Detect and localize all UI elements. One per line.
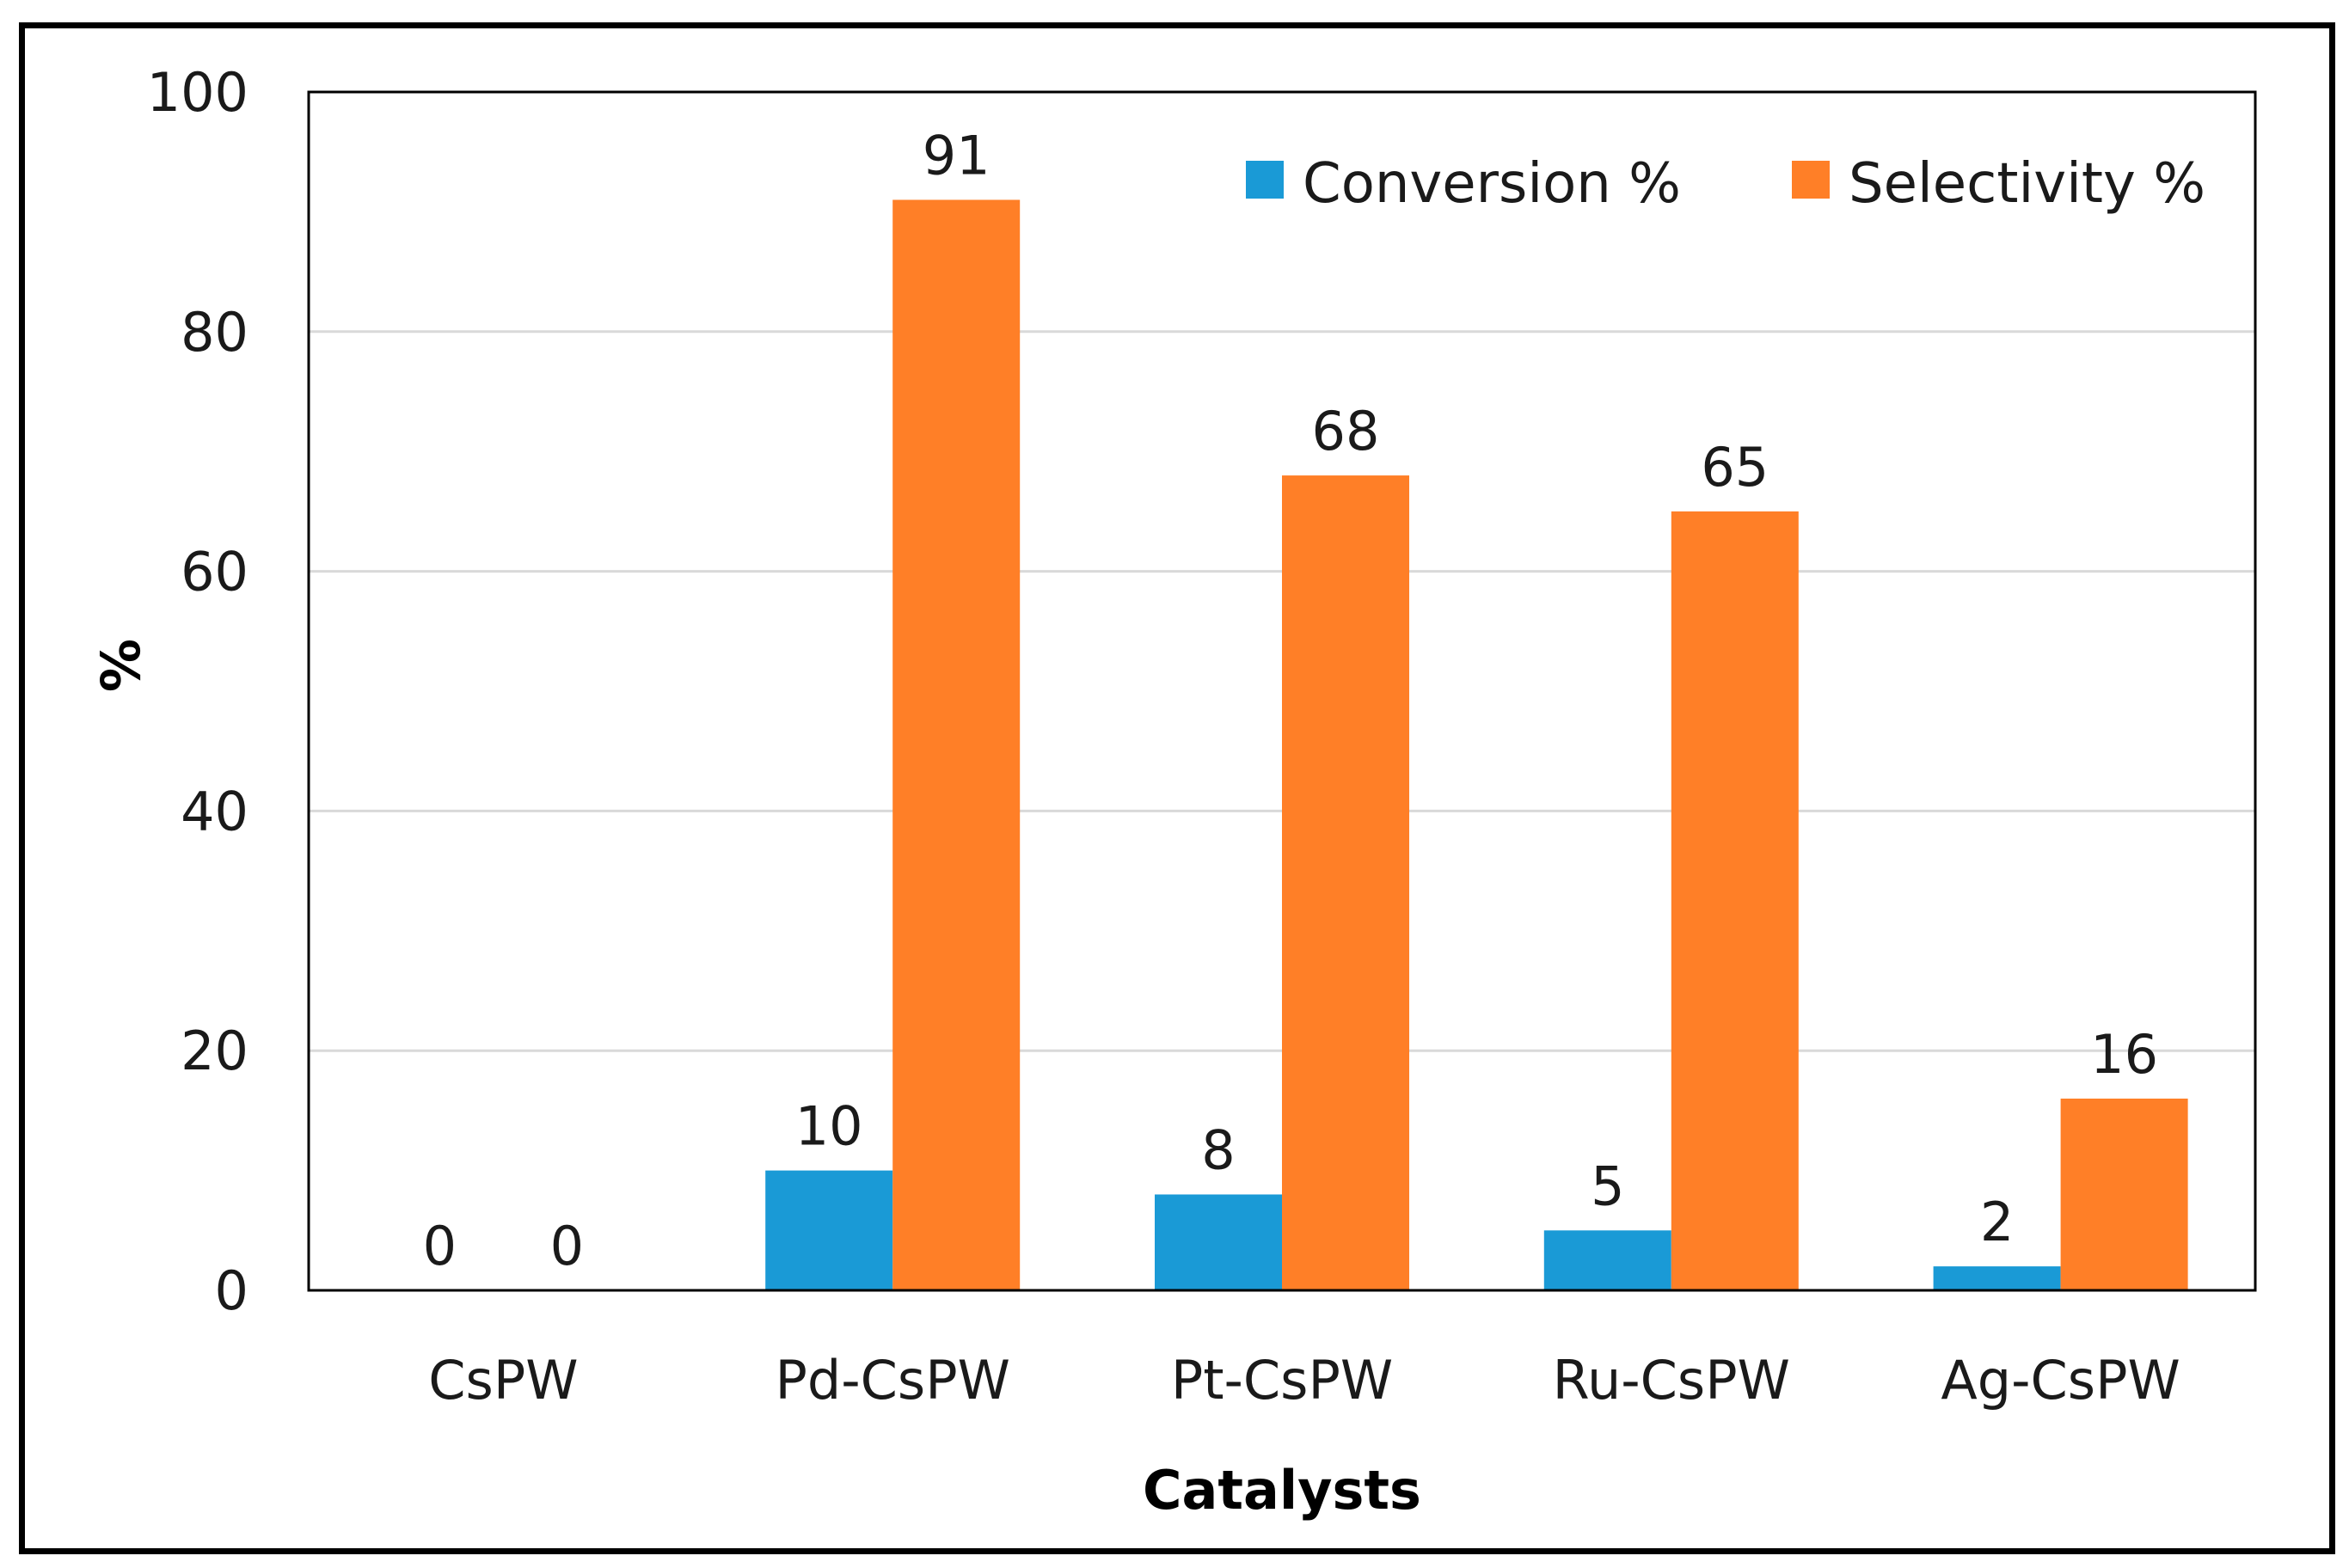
chart-frame: 0 0 10 91 8 68 5 65 2 16 0 20 40 60 80 100 CsPW Pd-CsPW…	[19, 22, 2335, 1554]
y-axis-title: %	[88, 639, 150, 692]
legend-swatch	[1246, 161, 1284, 199]
bar-conversion-pd-cspw	[765, 1170, 893, 1290]
x-tick-label: Ru-CsPW	[1553, 1349, 1790, 1412]
data-label: 0	[550, 1215, 584, 1277]
bar-chart: 0 0 10 91 8 68 5 65 2 16 0 20 40 60 80 100 CsPW Pd-CsPW…	[88, 61, 2257, 1522]
bar-conversion-ru-cspw	[1543, 1230, 1671, 1290]
legend-label: Conversion %	[1303, 152, 1681, 216]
legend-swatch	[1792, 161, 1830, 199]
y-tick-label: 40	[181, 780, 248, 842]
bar-conversion-pt-cspw	[1155, 1194, 1282, 1290]
y-tick-label: 100	[147, 61, 248, 124]
x-tick-label: Pt-CsPW	[1171, 1349, 1393, 1412]
y-axis-ticks: 0 20 40 60 80 100	[147, 61, 248, 1322]
bar-selectivity-ru-cspw	[1671, 511, 1799, 1290]
x-tick-label: CsPW	[428, 1349, 578, 1412]
y-tick-label: 0	[215, 1259, 248, 1322]
bar-selectivity-ag-cspw	[2060, 1098, 2188, 1290]
data-label: 16	[2090, 1023, 2158, 1086]
data-labels: 0 0 10 91 8 68 5 65 2 16	[423, 124, 2158, 1277]
y-tick-label: 60	[181, 541, 248, 603]
bar-selectivity-pd-cspw	[892, 199, 1021, 1291]
bars	[765, 199, 2188, 1291]
plot-area-border	[307, 90, 2257, 1292]
bar-selectivity-pt-cspw	[1282, 475, 1409, 1290]
data-label: 0	[423, 1215, 457, 1277]
x-axis-title: Catalysts	[1143, 1459, 1421, 1522]
data-label: 2	[1980, 1191, 2014, 1253]
y-tick-label: 20	[181, 1020, 248, 1082]
legend: Conversion % Selectivity %	[1246, 152, 2205, 216]
bar-conversion-ag-cspw	[1933, 1266, 2061, 1290]
data-label: 5	[1591, 1155, 1624, 1217]
data-label: 91	[923, 124, 991, 187]
x-tick-label: Pd-CsPW	[775, 1349, 1009, 1412]
data-label: 10	[795, 1095, 863, 1158]
data-label: 8	[1201, 1118, 1235, 1181]
y-tick-label: 80	[181, 301, 248, 364]
data-label: 68	[1312, 400, 1380, 462]
x-axis-ticks: CsPW Pd-CsPW Pt-CsPW Ru-CsPW Ag-CsPW	[428, 1349, 2180, 1412]
data-label: 65	[1701, 436, 1769, 499]
legend-label: Selectivity %	[1849, 152, 2205, 216]
x-tick-label: Ag-CsPW	[1941, 1349, 2180, 1412]
